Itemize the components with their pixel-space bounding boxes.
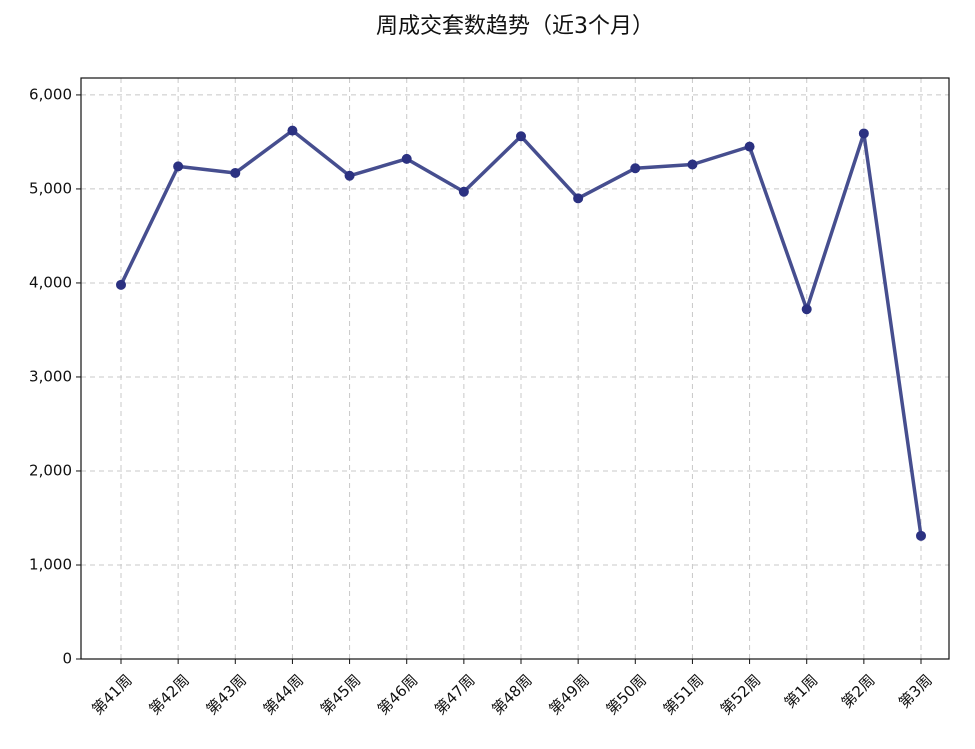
x-tick-label: 第41周: [88, 671, 135, 718]
data-point: [858, 128, 869, 139]
y-tick-label: 6,000: [29, 85, 72, 103]
data-point: [401, 153, 412, 164]
x-tick-label: 第45周: [317, 671, 364, 718]
x-tick-label: 第47周: [431, 671, 478, 718]
data-point: [687, 159, 698, 170]
y-tick-label: 2,000: [29, 461, 72, 479]
y-tick-label: 5,000: [29, 179, 72, 197]
data-point: [344, 170, 355, 181]
x-tick-label: 第50周: [603, 671, 650, 718]
y-tick-label: 1,000: [29, 555, 72, 573]
data-point: [173, 161, 184, 172]
data-point: [573, 193, 584, 204]
x-tick-label: 第48周: [488, 671, 535, 718]
x-tick-label: 第52周: [717, 671, 764, 718]
data-point: [630, 163, 641, 174]
y-tick-label: 0: [62, 650, 72, 668]
y-tick-label: 4,000: [29, 273, 72, 291]
x-tick-label: 第49周: [545, 671, 592, 718]
data-point: [744, 141, 755, 152]
plot-frame: [80, 77, 950, 660]
x-tick-label: 第43周: [203, 671, 250, 718]
data-point: [916, 530, 926, 541]
data-point: [458, 186, 469, 197]
x-tick-label: 第44周: [260, 671, 307, 718]
x-tick-label: 第3周: [895, 671, 936, 712]
chart-title: 周成交套数趋势（近3个月）: [376, 14, 654, 39]
data-point: [516, 131, 526, 142]
x-tick-label: 第46周: [374, 671, 421, 718]
x-tick-label: 第1周: [781, 671, 822, 712]
data-point: [801, 304, 812, 315]
data-point: [116, 279, 126, 290]
y-tick-label: 3,000: [29, 367, 72, 385]
data-point: [287, 125, 298, 136]
x-tick-label: 第2周: [838, 671, 879, 712]
x-tick-label: 第51周: [660, 671, 707, 718]
data-point: [230, 167, 241, 178]
x-tick-label: 第42周: [145, 671, 192, 718]
